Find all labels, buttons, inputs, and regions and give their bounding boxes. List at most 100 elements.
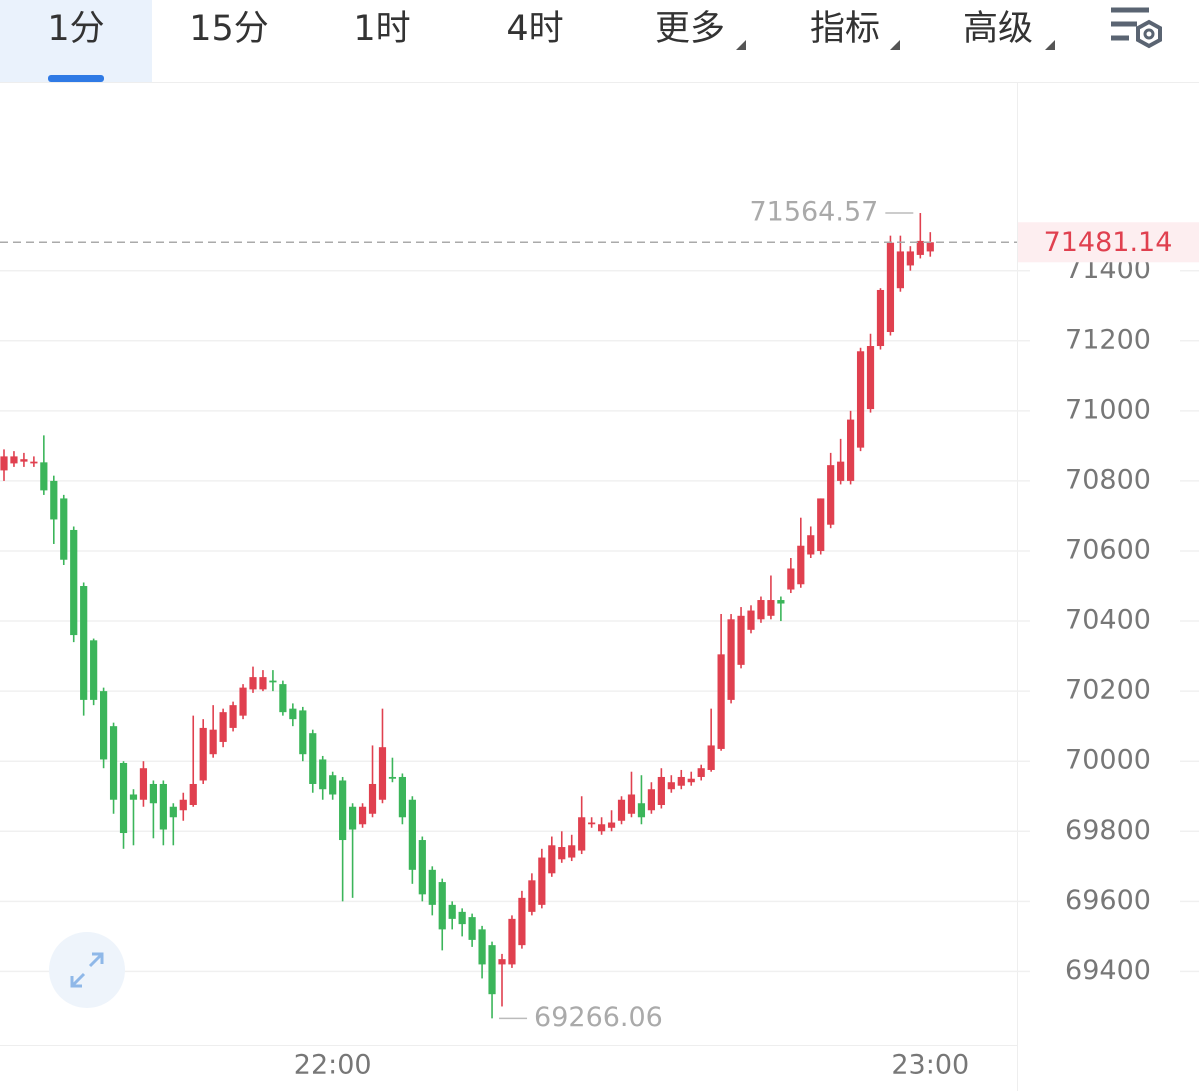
y-tick-label: 70200 bbox=[1065, 675, 1151, 706]
candle-body bbox=[20, 459, 28, 462]
candle-body bbox=[100, 691, 108, 760]
candle-body bbox=[617, 799, 626, 821]
candle-body bbox=[837, 461, 845, 481]
candle-body bbox=[647, 789, 655, 811]
candle-body bbox=[358, 806, 367, 825]
candle-body bbox=[398, 776, 406, 818]
candle-body bbox=[866, 346, 875, 410]
y-tick-label: 71000 bbox=[1065, 394, 1151, 425]
x-tick-label: 23:00 bbox=[891, 1050, 969, 1081]
candle-body bbox=[856, 351, 865, 448]
y-tick-label: 70600 bbox=[1065, 534, 1151, 565]
candle-body bbox=[319, 759, 327, 790]
candle-body bbox=[578, 817, 586, 851]
candle-body bbox=[926, 242, 934, 252]
candle-body bbox=[767, 600, 775, 616]
candle-body bbox=[289, 708, 297, 720]
candle-body bbox=[60, 498, 68, 560]
candle-body bbox=[548, 845, 556, 874]
candle-body bbox=[558, 847, 566, 860]
candle-body bbox=[637, 803, 646, 818]
candle-body bbox=[259, 677, 267, 690]
candle-body bbox=[438, 882, 446, 930]
candle-body bbox=[388, 776, 397, 779]
candle-body bbox=[667, 782, 675, 790]
tab[interactable]: 15分 bbox=[189, 9, 269, 49]
candle-body bbox=[119, 762, 128, 834]
candle-body bbox=[906, 251, 914, 266]
candle-body bbox=[598, 824, 606, 832]
candle-body bbox=[607, 822, 616, 828]
tab[interactable]: 高级 bbox=[963, 9, 1033, 49]
candle-body bbox=[169, 806, 177, 818]
tab[interactable]: 更多 bbox=[655, 9, 725, 49]
candle-body bbox=[697, 768, 705, 777]
expand-button[interactable] bbox=[49, 932, 125, 1008]
candle-body bbox=[657, 776, 665, 805]
candle-body bbox=[40, 462, 48, 491]
candle-body bbox=[368, 783, 377, 814]
y-tick-label: 70800 bbox=[1065, 464, 1151, 495]
candle-body bbox=[229, 705, 237, 728]
tab[interactable]: 指标 bbox=[810, 9, 880, 49]
candle-body bbox=[90, 640, 98, 700]
candle-body bbox=[50, 480, 58, 520]
candle-body bbox=[339, 780, 347, 841]
candle-body bbox=[109, 726, 118, 800]
candle-body bbox=[219, 712, 227, 742]
candle-body bbox=[378, 747, 387, 800]
candle-body bbox=[568, 845, 576, 858]
settings-icon[interactable] bbox=[1111, 7, 1162, 49]
candle-body bbox=[677, 776, 685, 786]
candle-body bbox=[627, 794, 636, 814]
candle-body bbox=[428, 869, 436, 905]
candle-body bbox=[687, 778, 695, 783]
candle-body bbox=[847, 419, 855, 481]
candle-body bbox=[0, 456, 8, 471]
tab[interactable]: 1分 bbox=[47, 9, 104, 49]
candle-body bbox=[70, 529, 78, 636]
max-annotation: 71564.57 bbox=[749, 197, 878, 228]
candle-body bbox=[309, 733, 317, 784]
candle-body bbox=[886, 242, 895, 333]
tab-indicator bbox=[48, 75, 104, 82]
candle-body bbox=[817, 498, 825, 551]
candle-body bbox=[468, 917, 476, 940]
candle-body bbox=[458, 911, 466, 925]
candle-body bbox=[747, 610, 755, 630]
tab[interactable]: 1时 bbox=[353, 9, 410, 49]
candle-body bbox=[30, 461, 38, 464]
candle-body bbox=[737, 615, 745, 665]
candle-body bbox=[807, 535, 815, 555]
y-tick-label: 69600 bbox=[1065, 885, 1151, 916]
candle-body bbox=[129, 794, 138, 800]
candle-body bbox=[149, 783, 157, 804]
candle-body bbox=[498, 959, 506, 965]
candle-body bbox=[418, 840, 426, 895]
candle-body bbox=[916, 240, 924, 255]
candle-body bbox=[349, 806, 357, 830]
candle-body bbox=[269, 680, 277, 683]
candle-body bbox=[478, 929, 486, 965]
candle-body bbox=[588, 822, 596, 825]
y-tick-label: 69400 bbox=[1065, 955, 1151, 986]
y-tick-label: 70000 bbox=[1065, 745, 1151, 776]
candle-body bbox=[408, 799, 416, 870]
candle-body bbox=[189, 783, 197, 805]
candle-body bbox=[249, 677, 257, 690]
candle-body bbox=[329, 775, 337, 795]
candle-body bbox=[159, 783, 167, 830]
candle-body bbox=[727, 619, 735, 700]
candle-body bbox=[209, 729, 217, 755]
last-price-label: 71481.14 bbox=[1044, 227, 1173, 258]
candle-body bbox=[80, 586, 88, 700]
y-tick-label: 71200 bbox=[1065, 324, 1151, 355]
min-annotation: 69266.06 bbox=[534, 1002, 663, 1033]
candle-body bbox=[239, 687, 247, 716]
candle-body bbox=[896, 251, 904, 289]
tab[interactable]: 4时 bbox=[506, 9, 563, 49]
candle-body bbox=[827, 465, 835, 525]
y-tick-label: 70400 bbox=[1065, 605, 1151, 636]
last-price-box bbox=[1018, 222, 1199, 263]
